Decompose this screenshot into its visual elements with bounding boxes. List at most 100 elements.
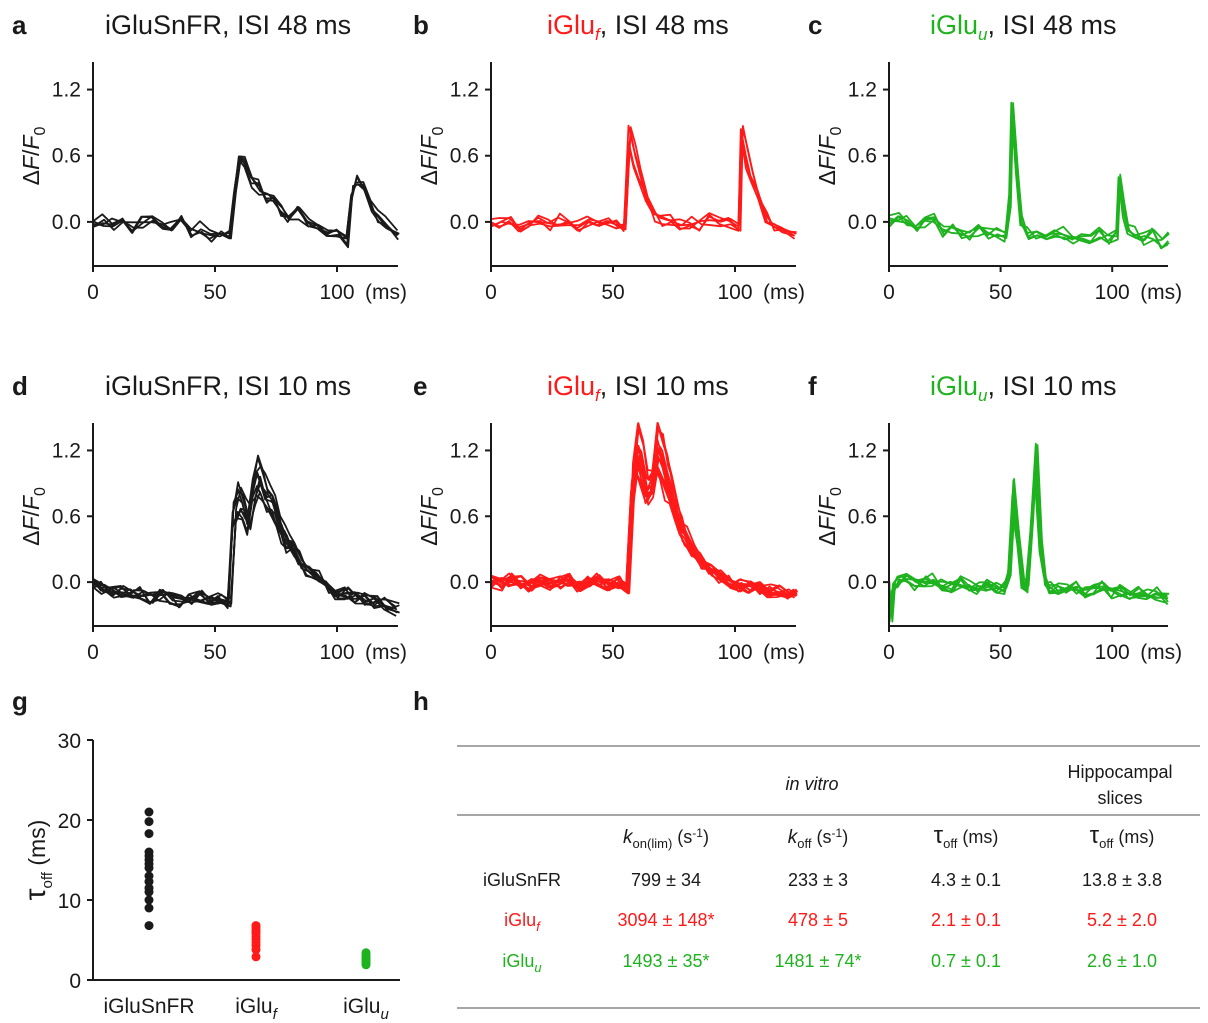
column-header: kon(lim) (s-1) [623,826,709,851]
table-cell: 2.1 ± 0.1 [931,910,1001,930]
title-subscript: f [595,386,602,405]
trace-line [888,465,1167,623]
trace-line [490,126,797,235]
data-point [144,877,154,887]
table-cell: 0.7 ± 0.1 [931,951,1001,971]
panel-title-d: iGluSnFR, ISI 10 ms [105,371,351,401]
ylabel-delta: Δ [18,531,44,546]
title-name: iGlu [547,10,595,40]
ylabel-subscript: 0 [32,127,49,136]
table-cell: 478 ± 5 [788,910,848,930]
y-tick-label: 0.0 [52,211,81,234]
y-tick-label: 0.0 [450,571,479,594]
ylabel-delta: Δ [814,170,840,185]
y-tick-label: 0.0 [52,571,81,594]
y-tick-label: 10 [58,890,81,913]
panel-title-a: iGluSnFR, ISI 48 ms [105,10,351,40]
ylabel-delta: Δ [416,170,442,185]
trace-line [888,122,1169,246]
title-name: iGlu [930,371,978,401]
table-cell: 4.3 ± 0.1 [931,870,1001,890]
ylabel-subscript: 0 [828,127,845,136]
trace-line [888,101,1169,250]
trace-line [490,442,798,597]
x-tick-label: 100 [717,641,752,664]
data-point [144,887,154,897]
y-tick-label: 30 [58,730,81,753]
row-name: iGlu [504,910,536,930]
y-tick-label: 1.2 [450,439,479,462]
y-axis-label: ΔF/F0 [18,127,49,186]
panel-label-d: d [12,371,28,401]
title-rest: , ISI 48 ms [987,10,1116,40]
data-point [251,945,261,955]
y-tick-label: 1.2 [450,79,479,102]
x-unit-label: (ms) [365,641,407,664]
table-cell: 1481 ± 74* [775,951,862,971]
ylabel-subscript: 0 [430,127,447,136]
category-label: iGluSnFR [103,995,194,1018]
col-close: ) [703,827,709,847]
col-unit: (ms) [957,827,998,847]
title-name: iGlu [547,371,595,401]
title-name: iGluSnFR [105,371,222,401]
traces-d [92,454,400,617]
group-header-slices: slices [1097,788,1142,808]
ylabel-F: F [814,515,840,531]
ylabel-delta: Δ [416,531,442,546]
y-tick-label: 1.2 [52,79,81,102]
category-subscript: u [381,1006,390,1023]
table-cell: 1493 ± 35* [623,951,710,971]
row-label: iGluSnFR [483,870,561,890]
traces-f [888,442,1170,623]
ylabel-F0: F [416,494,442,510]
category-name: iGlu [343,995,380,1018]
y-tick-label: 0 [69,970,81,993]
panel-label-g: g [12,686,28,716]
table-cell: 13.8 ± 3.8 [1082,870,1162,890]
y-axis-label: ΔF/F0 [416,127,447,186]
trace-line [490,133,795,237]
x-tick-label: 50 [601,281,624,304]
ylabel-F: F [416,515,442,531]
panel-title-f: iGluu, ISI 10 ms [930,371,1117,405]
title-subscript: u [978,25,988,44]
ylabel-slash: / [814,509,840,516]
col-subscript: on(lim) [633,836,673,851]
data-point [144,863,154,873]
category-label: iGluu [343,995,389,1023]
ylabel-F: F [416,154,442,170]
row-subscript: u [534,960,541,975]
x-unit-label: (ms) [763,281,805,304]
col-subscript: off [943,836,958,851]
ylabel-slash: / [18,149,44,156]
y-tick-label: 0.6 [848,145,877,168]
x-tick-label: 50 [203,281,226,304]
col-subscript: off [1099,836,1114,851]
ylabel-tau: τ [19,888,52,900]
col-unit: (s [672,827,692,847]
col-symbol: k [623,827,634,848]
title-rest: , ISI 48 ms [222,10,351,40]
y-tick-label: 20 [58,810,81,833]
title-rest: , ISI 10 ms [222,371,351,401]
ylabel-slash: / [18,509,44,516]
panel-title-e: iGluf, ISI 10 ms [547,371,729,405]
col-symbol: τ [1090,822,1100,849]
x-unit-label: (ms) [365,281,407,304]
y-tick-label: 1.2 [848,79,877,102]
data-point [144,921,154,931]
panel-c: c iGluu, ISI 48 ms0.00.61.20 50 100 (ms)ΔF/F… [808,10,1182,304]
row-name: iGlu [502,951,534,971]
title-name: iGluSnFR [105,10,222,40]
x-tick-label: 50 [989,641,1012,664]
panel-label-c: c [808,10,822,40]
y-tick-label: 0.6 [52,505,81,528]
x-tick-label: 100 [717,281,752,304]
data-point [144,817,154,827]
group-header-slices: Hippocampal [1067,762,1172,782]
row-label: iGluu [502,951,541,975]
ylabel-subscript: 0 [828,487,845,496]
table-cell: 3094 ± 148* [618,910,715,930]
col-superscript: -1 [692,826,703,840]
